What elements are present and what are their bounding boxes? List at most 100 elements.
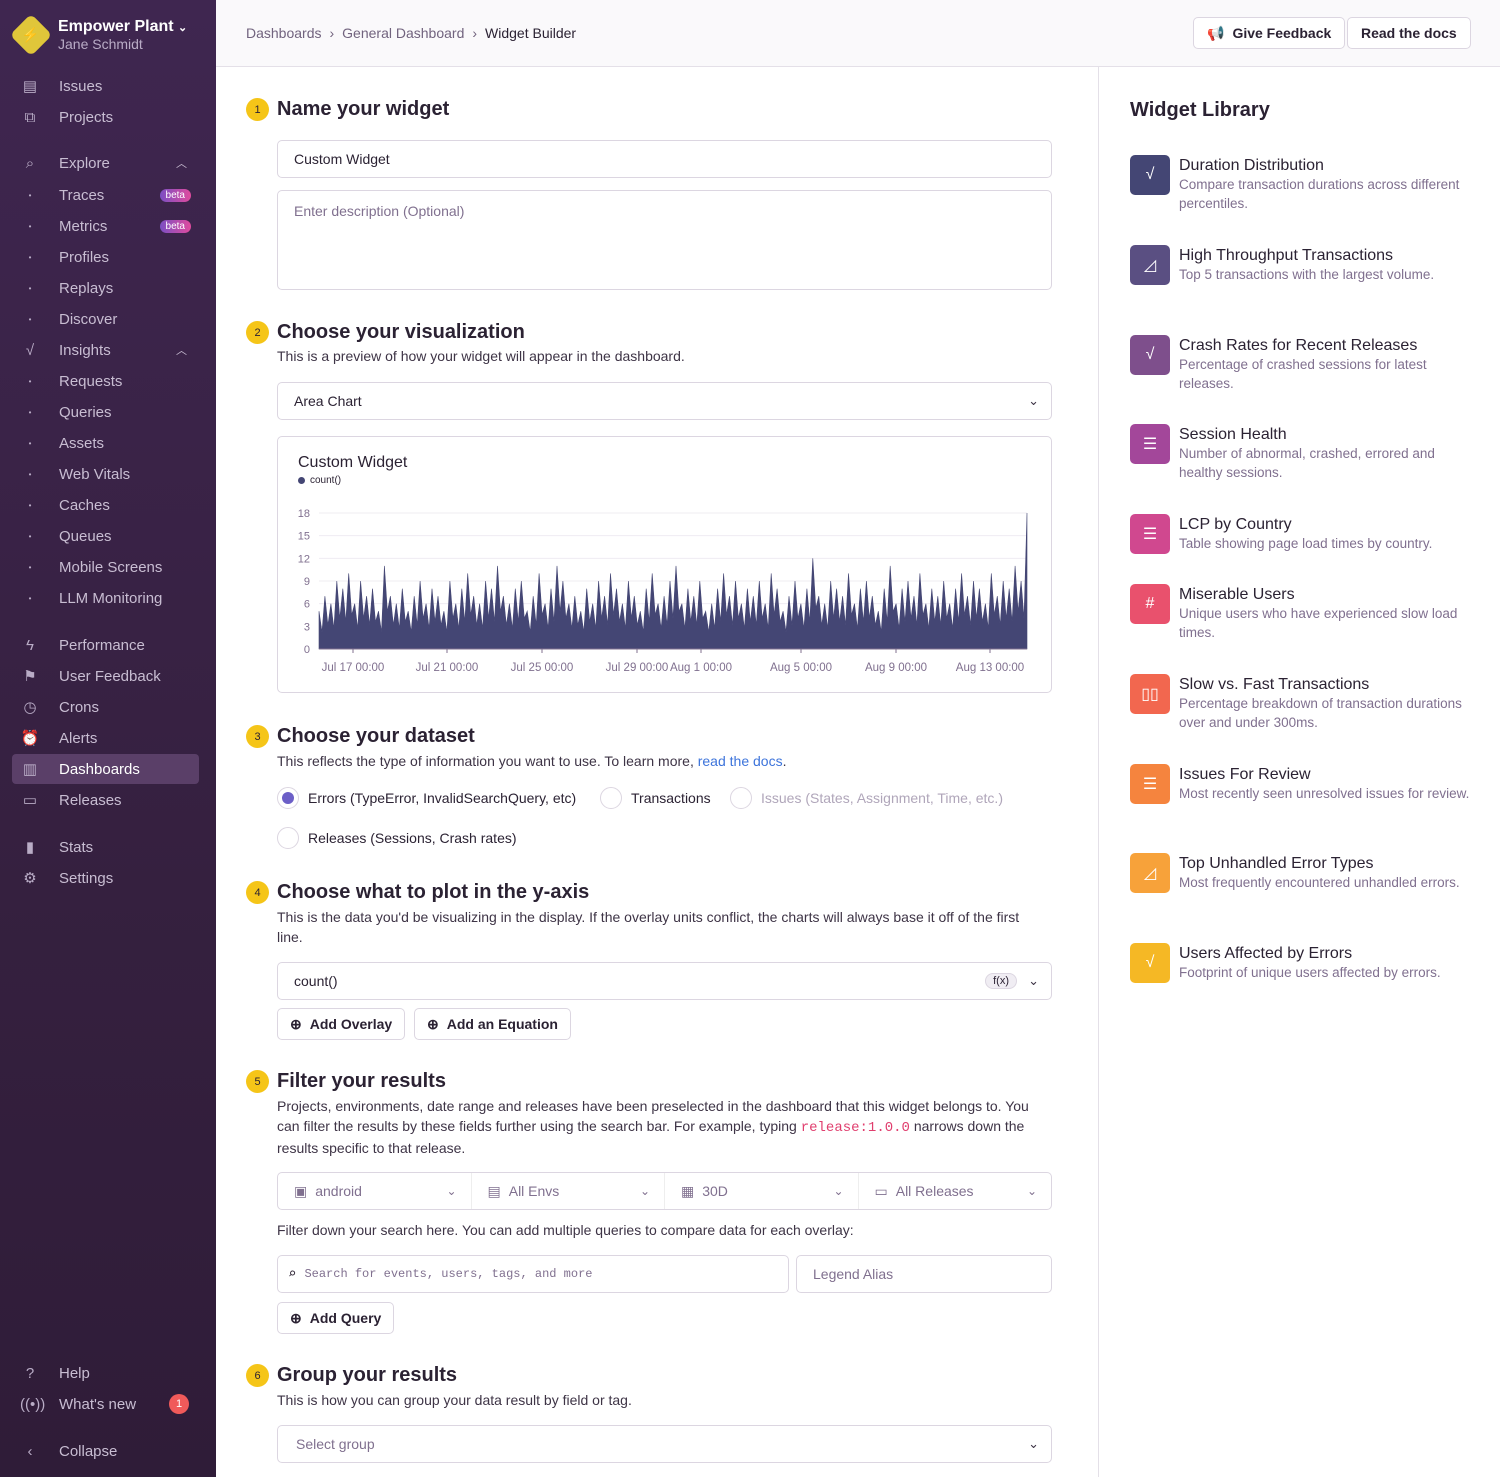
sidebar-item-projects[interactable]: ⧉ Projects [12, 102, 199, 132]
sidebar-item-caches[interactable]: • Caches [12, 490, 199, 520]
step-title: Choose your dataset [277, 725, 475, 747]
library-item[interactable]: ☰ LCP by Country Table showing page load t… [1130, 514, 1470, 554]
x-tick-label: Aug 9 00:00 [865, 662, 927, 674]
sidebar-item-web-vitals[interactable]: • Web Vitals [12, 459, 199, 489]
date-filter[interactable]: ▦ 30D ⌄ [665, 1173, 859, 1209]
library-item[interactable]: ◿ High Throughput Transactions Top 5 trans… [1130, 245, 1470, 285]
sidebar-item-dashboards[interactable]: ▥ Dashboards [12, 754, 199, 784]
function-tag[interactable]: f(x) [985, 973, 1017, 989]
breadcrumb-widget-builder: Widget Builder [485, 25, 577, 41]
radio-selected[interactable] [277, 787, 299, 809]
search-icon: ⌕ [288, 1266, 297, 1283]
stats-icon: ▮ [25, 839, 35, 856]
step-title: Name your widget [277, 98, 450, 120]
sidebar-item-alerts[interactable]: ⏰ Alerts [12, 723, 199, 753]
read-docs-label: Read the docs [1361, 25, 1457, 41]
step-description: Projects, environments, date range and r… [277, 1096, 1047, 1158]
sidebar-item-releases[interactable]: ▭ Releases [12, 785, 199, 815]
give-feedback-button[interactable]: 📢 Give Feedback [1193, 17, 1346, 49]
sidebar-item-label: Issues [59, 77, 103, 95]
read-docs-button[interactable]: Read the docs [1347, 17, 1471, 49]
sidebar-item-profiles[interactable]: • Profiles [12, 242, 199, 272]
library-item-title: Miserable Users [1179, 586, 1295, 603]
step-6-heading: 6 Group your results [246, 1364, 457, 1387]
release-filter[interactable]: ▭ All Releases ⌄ [859, 1173, 1052, 1209]
sidebar-item-crons[interactable]: ◷ Crons [12, 692, 199, 722]
dataset-radio-transactions[interactable]: Transactions [600, 787, 711, 809]
sidebar-item-issues[interactable]: ▤ Issues [12, 71, 199, 101]
sidebar-item-metrics[interactable]: • Metrics beta [12, 211, 199, 241]
chevron-down-icon: ⌄ [1028, 1436, 1039, 1451]
chevron-up-icon[interactable]: ︿ [176, 158, 187, 170]
sidebar-whats-new[interactable]: ((•)) What's new 1 [12, 1389, 199, 1419]
group-by-select[interactable]: Select group ⌄ [277, 1425, 1052, 1463]
library-item[interactable]: ▯▯ Slow vs. Fast Transactions Percentage b… [1130, 674, 1470, 732]
library-item[interactable]: √ Duration Distribution Compare transactio… [1130, 155, 1470, 213]
library-item-desc: Top 5 transactions with the largest volu… [1179, 267, 1435, 282]
legend-alias-input[interactable]: Legend Alias [796, 1255, 1052, 1293]
sidebar-item-traces[interactable]: • Traces beta [12, 180, 199, 210]
sidebar-item-llm-monitoring[interactable]: • LLM Monitoring [12, 583, 199, 613]
breadcrumb-general-dashboard[interactable]: General Dashboard [342, 25, 465, 41]
library-item[interactable]: # Miserable Users Unique users who have ex… [1130, 584, 1470, 642]
group-placeholder: Select group [296, 1436, 375, 1452]
widget-description-input[interactable]: Enter description (Optional) [277, 190, 1052, 290]
sidebar-item-settings[interactable]: ⚙ Settings [12, 863, 199, 893]
search-input[interactable]: ⌕ Search for events, users, tags, and mor… [277, 1255, 789, 1293]
library-item[interactable]: ☰ Session Health Number of abnormal, crash… [1130, 424, 1470, 482]
y-axis-field-select[interactable]: count() f(x) ⌄ [277, 962, 1052, 1000]
bar-chart-icon: ▯▯ [1130, 674, 1170, 714]
x-tick-label: Aug 1 00:00 [670, 662, 732, 674]
sidebar-item-queries[interactable]: • Queries [12, 397, 199, 427]
add-overlay-button[interactable]: ⊕ Add Overlay [277, 1008, 406, 1040]
bullet-icon: • [28, 407, 32, 417]
sidebar-item-replays[interactable]: • Replays [12, 273, 199, 303]
sidebar-item-performance[interactable]: ϟ Performance [12, 630, 199, 660]
sidebar-item-queues[interactable]: • Queues [12, 521, 199, 551]
sidebar-help[interactable]: ? Help [12, 1358, 199, 1388]
add-equation-button[interactable]: ⊕ Add an Equation [414, 1008, 571, 1040]
read-docs-link[interactable]: read the docs [697, 753, 783, 769]
dataset-radio-errors[interactable]: Errors (TypeError, InvalidSearchQuery, e… [277, 787, 576, 809]
sidebar-item-mobile-screens[interactable]: • Mobile Screens [12, 552, 199, 582]
step-number: 1 [246, 98, 269, 121]
library-item-title: Session Health [1179, 426, 1287, 443]
project-filter[interactable]: ▣ android ⌄ [278, 1173, 472, 1209]
period-value: 30D [702, 1183, 728, 1199]
breadcrumb-dashboards[interactable]: Dashboards [246, 25, 322, 41]
library-item[interactable]: ☰ Issues For Review Most recently seen unr… [1130, 764, 1470, 804]
y-tick-label: 18 [298, 508, 310, 520]
sidebar-collapse[interactable]: ‹ Collapse [12, 1436, 199, 1466]
sidebar-item-label: Replays [59, 279, 114, 297]
sidebar-item-assets[interactable]: • Assets [12, 428, 199, 458]
chevron-up-icon[interactable]: ︿ [176, 345, 187, 357]
x-tick-label: Jul 29 00:00 [606, 662, 669, 674]
chevron-down-icon: ⌄ [1028, 973, 1039, 988]
radio[interactable] [730, 787, 752, 809]
sidebar-item-insights[interactable]: √ Insights ︿ [12, 335, 199, 365]
library-item[interactable]: √ Users Affected by Errors Footprint of un… [1130, 943, 1470, 983]
org-switcher[interactable]: ⚡ Empower Plant ⌄ Jane Schmidt [9, 13, 187, 57]
dataset-radio-releases[interactable]: Releases (Sessions, Crash rates) [277, 827, 517, 849]
radio[interactable] [600, 787, 622, 809]
chevron-down-icon: ⌄ [833, 1184, 844, 1198]
sidebar-item-discover[interactable]: • Discover [12, 304, 199, 334]
sidebar-item-explore[interactable]: ⌕ Explore ︿ [12, 148, 199, 178]
radio-label: Releases (Sessions, Crash rates) [308, 830, 517, 846]
x-tick-label: Aug 5 00:00 [770, 662, 832, 674]
user-name: Jane Schmidt [58, 36, 143, 52]
dataset-radio-issues[interactable]: Issues (States, Assignment, Time, etc.) [730, 787, 1003, 809]
project-icon: ▣ [294, 1182, 308, 1199]
library-item[interactable]: ◿ Top Unhandled Error Types Most frequentl… [1130, 853, 1470, 893]
sidebar-item-requests[interactable]: • Requests [12, 366, 199, 396]
library-item[interactable]: √ Crash Rates for Recent Releases Percenta… [1130, 335, 1470, 393]
sidebar-item-stats[interactable]: ▮ Stats [12, 832, 199, 862]
project-value: android [315, 1183, 362, 1199]
visualization-select[interactable]: Area Chart ⌄ [277, 382, 1052, 420]
radio[interactable] [277, 827, 299, 849]
widget-name-input[interactable]: Custom Widget [277, 140, 1052, 178]
add-query-button[interactable]: ⊕ Add Query [277, 1302, 395, 1334]
projects-icon: ⧉ [24, 108, 36, 126]
environment-filter[interactable]: ▤ All Envs ⌄ [472, 1173, 665, 1209]
sidebar-item-user-feedback[interactable]: ⚑ User Feedback [12, 661, 199, 691]
